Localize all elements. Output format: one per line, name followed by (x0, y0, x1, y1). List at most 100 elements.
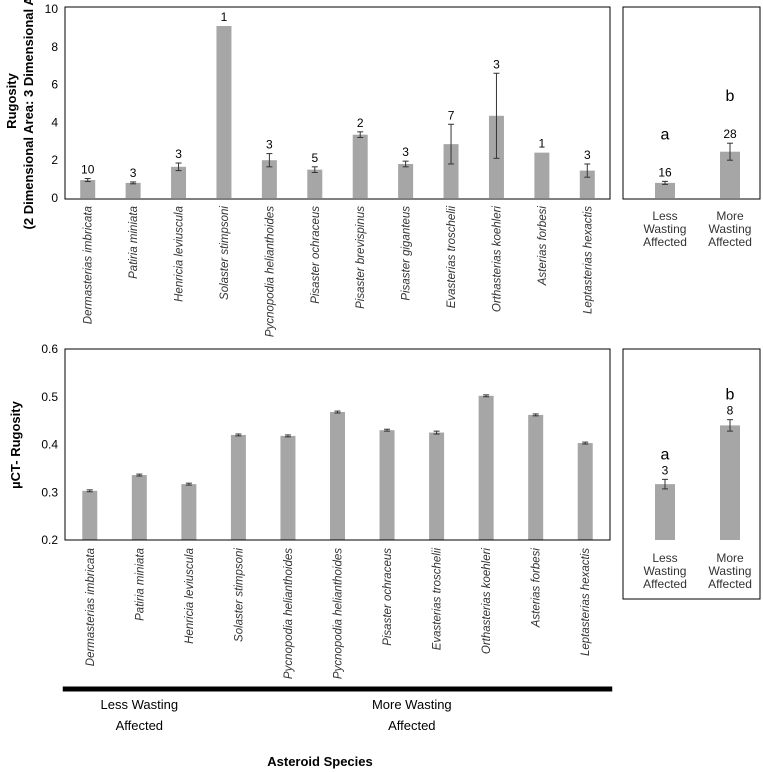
top-sample-size-label: 3 (130, 166, 137, 180)
top-category-label: Asterias forbesi (537, 206, 549, 287)
top-species-chart: Rugosity (2 Dimensional Area: 3 Dimensio… (4, 0, 595, 337)
top-category-label: Dermasterias imbricata (83, 206, 95, 324)
bottom-category-label: Asterias forbesi (531, 548, 543, 629)
top-bar (443, 144, 459, 198)
bottom-bar (82, 490, 98, 540)
top-sample-size-label: 3 (402, 145, 409, 159)
bottom-group-bar (655, 484, 675, 540)
top-y-tick-label: 2 (51, 153, 58, 167)
bottom-group-significance-letter: b (726, 387, 735, 404)
bottom-bar (528, 414, 544, 540)
top-category-label: Pisaster brevispinus (355, 206, 367, 309)
bottom-y-tick-label: 0.2 (41, 533, 58, 547)
top-y-tick-label: 10 (45, 2, 59, 16)
bottom-y-tick-label: 0.3 (41, 485, 58, 499)
bottom-y-tick-label: 0.4 (41, 438, 58, 452)
top-group-sample-size-label: 28 (723, 127, 737, 141)
top-sample-size-label: 3 (493, 57, 500, 71)
bottom-category-label: Dermasterias imbricata (85, 548, 97, 666)
bottom-category-label: Pycnopodia helianthoides (333, 548, 345, 679)
bottom-group-category-label: Affected (708, 577, 752, 591)
bottom-bar (429, 432, 445, 540)
top-group-category-label: Wasting (709, 222, 752, 236)
bottom-groups-chart: 3aLessWastingAffected8bMoreWastingAffect… (643, 387, 752, 591)
bottom-group-category-label: Less (652, 551, 677, 565)
bottom-groups-plot-frame (622, 348, 761, 600)
top-group-category-label: Less (652, 209, 677, 223)
bottom-group-sample-size-label: 8 (727, 404, 734, 418)
top-sample-size-label: 5 (311, 151, 318, 165)
group-label-line2: Affected (116, 718, 163, 733)
top-bar (398, 163, 414, 198)
top-category-label: Evasterias troschelii (446, 206, 458, 309)
bottom-category-label: Henricia leviuscula (184, 548, 196, 644)
bottom-group-category-label: Wasting (644, 564, 687, 578)
top-y-tick-label: 6 (51, 78, 58, 92)
top-species-plot-frame (64, 6, 611, 200)
bottom-species-chart: µCT- Rugosity Asteroid Species 0.2 0.3 0.4… (8, 342, 613, 769)
top-category-label: Leptasterias hexactis (582, 206, 594, 314)
top-category-label: Pycnopodia helianthoides (264, 206, 276, 337)
top-group-category-label: Affected (643, 235, 687, 249)
bottom-group-significance-letter: a (661, 446, 670, 463)
top-group-category-label: More (716, 209, 744, 223)
bottom-category-label: Leptasterias hexactis (580, 548, 592, 656)
bottom-y-axis-title: µCT- Rugosity (8, 400, 23, 488)
top-group-sample-size-label: 16 (658, 165, 672, 179)
top-sample-size-label: 10 (81, 163, 95, 177)
bottom-category-label: Pisaster ochraceus (382, 548, 394, 646)
bottom-group-category-label: Wasting (709, 564, 752, 578)
top-category-label: Solaster stimpsoni (219, 206, 231, 300)
top-group-category-label: Affected (708, 235, 752, 249)
bottom-group-bar (720, 425, 740, 540)
bottom-bar (131, 475, 147, 540)
top-bar (579, 170, 595, 198)
top-category-label: Pisaster ochraceus (310, 206, 322, 304)
top-group-bar (720, 151, 740, 198)
group-label-line2: Affected (388, 718, 435, 733)
top-groups-plot-frame (622, 6, 761, 200)
bottom-category-label: Evasterias troschelii (432, 548, 444, 651)
bottom-bar (181, 484, 197, 540)
bottom-category-label: Patiria miniata (134, 548, 146, 621)
top-bar (352, 134, 368, 198)
top-sample-size-label: 2 (357, 116, 364, 130)
top-group-category-label: Wasting (644, 222, 687, 236)
top-category-label: Henricia leviuscula (174, 206, 186, 302)
top-y-tick-label: 0 (51, 191, 58, 205)
bottom-bar (379, 430, 395, 540)
bottom-category-label: Orthasterias koehleri (481, 548, 493, 655)
top-y-tick-label: 4 (51, 115, 58, 129)
top-category-label: Orthasterias koehleri (491, 206, 503, 313)
top-group-bar (655, 182, 675, 198)
bottom-y-tick-label: 0.6 (41, 342, 58, 356)
bottom-group-category-label: More (716, 551, 744, 565)
top-bar (534, 152, 550, 198)
bottom-bar (330, 412, 345, 540)
top-bar (216, 26, 232, 199)
top-sample-size-label: 1 (221, 10, 228, 24)
group-label-line1: Less Wasting (101, 697, 179, 712)
bottom-species-plot-frame (64, 348, 611, 541)
group-label-line1: More Wasting (372, 697, 452, 712)
bottom-group-sample-size-label: 3 (662, 463, 669, 477)
bottom-category-label: Solaster stimpsoni (233, 548, 245, 642)
bottom-bar (230, 434, 246, 540)
top-category-label: Pisaster giganteus (401, 206, 413, 301)
bottom-y-tick-label: 0.5 (41, 390, 58, 404)
top-sample-size-label: 7 (448, 108, 455, 122)
top-y-tick-label: 8 (51, 40, 58, 54)
top-bar (307, 169, 323, 198)
top-bar (80, 180, 96, 198)
top-sample-size-label: 3 (266, 138, 273, 152)
bottom-bar (280, 435, 296, 540)
top-category-label: Patiria miniata (128, 206, 140, 279)
top-bar (261, 160, 277, 198)
bottom-category-label: Pycnopodia helianthoides (283, 548, 295, 679)
top-y-axis-title-line2: (2 Dimensional Area: 3 Dimensional Area) (21, 0, 36, 229)
top-group-significance-letter: b (726, 88, 735, 105)
top-bar (171, 166, 187, 198)
bottom-bar (577, 443, 593, 540)
top-sample-size-label: 3 (175, 147, 182, 161)
